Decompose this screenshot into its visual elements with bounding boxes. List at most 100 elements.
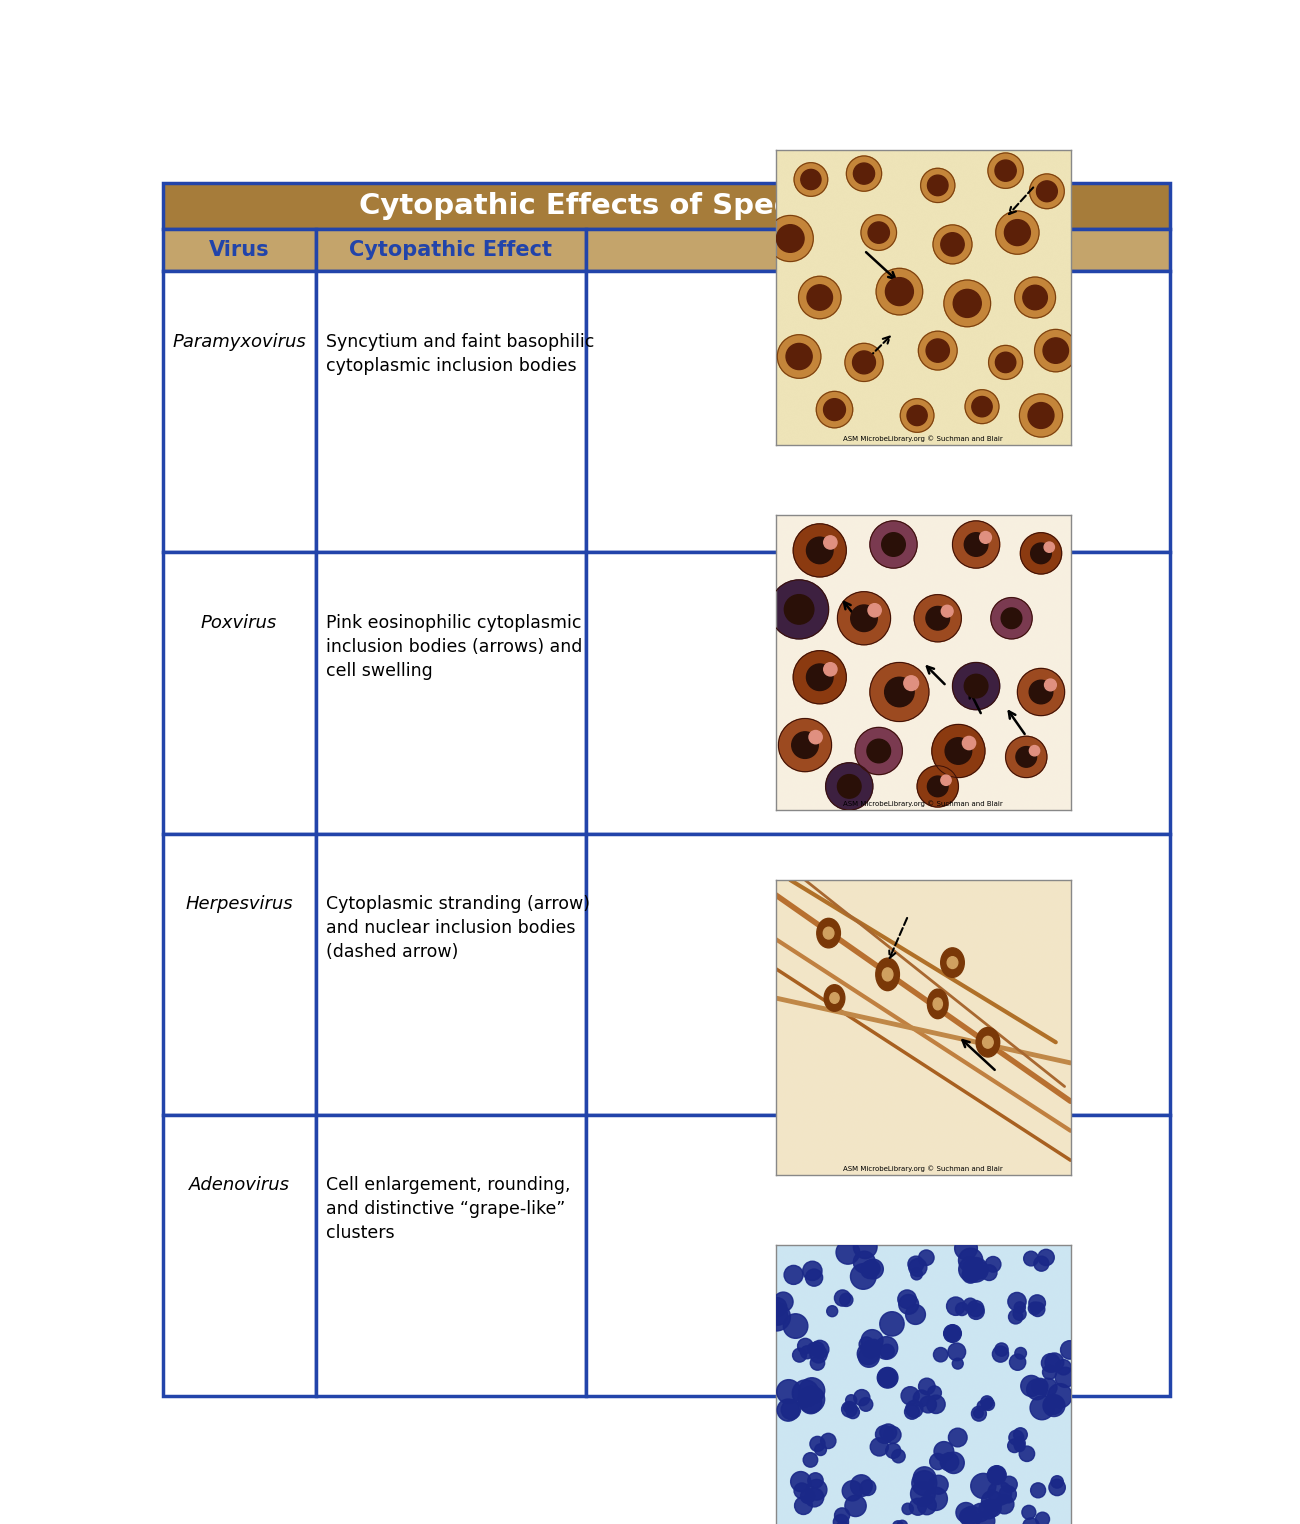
Circle shape (1045, 1353, 1063, 1372)
Ellipse shape (824, 985, 845, 1012)
Circle shape (963, 1298, 978, 1312)
Circle shape (798, 276, 841, 319)
Text: Syncytium and faint basophilic
cytoplasmic inclusion bodies: Syncytium and faint basophilic cytoplasm… (326, 334, 595, 375)
Circle shape (1027, 1379, 1048, 1401)
Circle shape (919, 1378, 935, 1394)
Circle shape (942, 1452, 965, 1474)
Circle shape (1014, 1440, 1026, 1451)
Circle shape (861, 215, 897, 250)
Circle shape (801, 1489, 815, 1504)
Circle shape (1030, 174, 1065, 209)
Circle shape (844, 1402, 854, 1413)
Circle shape (965, 674, 988, 698)
Text: Pink eosinophilic cytoplasmic
inclusion bodies (arrows) and
cell swelling: Pink eosinophilic cytoplasmic inclusion … (326, 614, 582, 680)
Circle shape (870, 521, 916, 568)
Circle shape (809, 730, 823, 744)
Circle shape (806, 1269, 823, 1286)
Circle shape (914, 594, 962, 642)
Circle shape (998, 1486, 1017, 1503)
Circle shape (1020, 1376, 1041, 1396)
Circle shape (850, 1263, 876, 1289)
Circle shape (978, 1401, 987, 1411)
Bar (162, 183, 1170, 229)
Circle shape (919, 1396, 936, 1413)
Circle shape (793, 1349, 806, 1362)
Circle shape (918, 331, 957, 370)
Circle shape (968, 1303, 984, 1320)
Circle shape (853, 351, 875, 373)
Circle shape (933, 226, 972, 264)
Circle shape (1031, 543, 1052, 564)
Circle shape (965, 533, 988, 556)
Circle shape (798, 1338, 812, 1353)
Circle shape (855, 727, 902, 774)
Circle shape (988, 152, 1023, 189)
Circle shape (906, 1305, 926, 1324)
Circle shape (970, 1262, 988, 1279)
Circle shape (958, 1257, 984, 1282)
Circle shape (933, 1347, 948, 1362)
Circle shape (1015, 277, 1056, 319)
Text: Herpesvirus: Herpesvirus (186, 895, 292, 913)
Circle shape (953, 290, 982, 317)
Circle shape (859, 1337, 874, 1352)
Circle shape (1009, 1309, 1023, 1324)
Circle shape (884, 677, 914, 707)
Ellipse shape (816, 919, 840, 948)
Circle shape (985, 1256, 1001, 1273)
Bar (162, 1114, 316, 1396)
Circle shape (837, 774, 861, 799)
Circle shape (803, 1452, 818, 1468)
Bar (316, 1114, 585, 1396)
Circle shape (980, 1396, 993, 1408)
Circle shape (1005, 219, 1031, 245)
Bar (162, 271, 316, 553)
Circle shape (898, 1294, 919, 1314)
Circle shape (971, 1504, 989, 1522)
Circle shape (994, 160, 1017, 181)
Circle shape (905, 1404, 919, 1419)
Circle shape (1001, 1477, 1018, 1492)
Circle shape (962, 1506, 982, 1524)
Circle shape (816, 392, 853, 428)
Circle shape (854, 1390, 870, 1405)
Circle shape (944, 280, 991, 326)
Circle shape (1013, 1308, 1026, 1320)
Text: ASM MicrobeLibrary.org © Suchman and Blair: ASM MicrobeLibrary.org © Suchman and Bla… (844, 800, 1002, 808)
Circle shape (859, 1398, 872, 1411)
Bar (162, 834, 316, 1114)
Ellipse shape (933, 998, 942, 1010)
Circle shape (881, 533, 905, 556)
Bar (316, 229, 585, 271)
Circle shape (885, 1443, 901, 1458)
Circle shape (862, 1340, 880, 1358)
Circle shape (794, 1483, 810, 1498)
Circle shape (956, 1503, 976, 1522)
Circle shape (932, 724, 985, 777)
Circle shape (853, 1251, 875, 1273)
Circle shape (1015, 747, 1036, 767)
Circle shape (926, 338, 949, 363)
Circle shape (941, 605, 953, 617)
Circle shape (857, 1343, 879, 1364)
Circle shape (876, 268, 923, 315)
Circle shape (1056, 1359, 1071, 1375)
Circle shape (924, 1487, 948, 1510)
Circle shape (976, 1512, 994, 1524)
Circle shape (1049, 1480, 1065, 1495)
Circle shape (948, 1343, 966, 1361)
Circle shape (972, 396, 992, 418)
Circle shape (1030, 1396, 1054, 1420)
Text: Virus: Virus (209, 241, 269, 261)
Circle shape (810, 1341, 824, 1356)
Circle shape (777, 1399, 800, 1422)
Circle shape (853, 163, 875, 184)
Circle shape (1014, 1437, 1026, 1449)
Circle shape (841, 1402, 857, 1417)
Circle shape (1023, 285, 1048, 309)
Circle shape (792, 732, 818, 759)
Circle shape (982, 1490, 1002, 1512)
Circle shape (880, 1344, 894, 1358)
Circle shape (815, 1443, 827, 1455)
Circle shape (837, 591, 891, 645)
